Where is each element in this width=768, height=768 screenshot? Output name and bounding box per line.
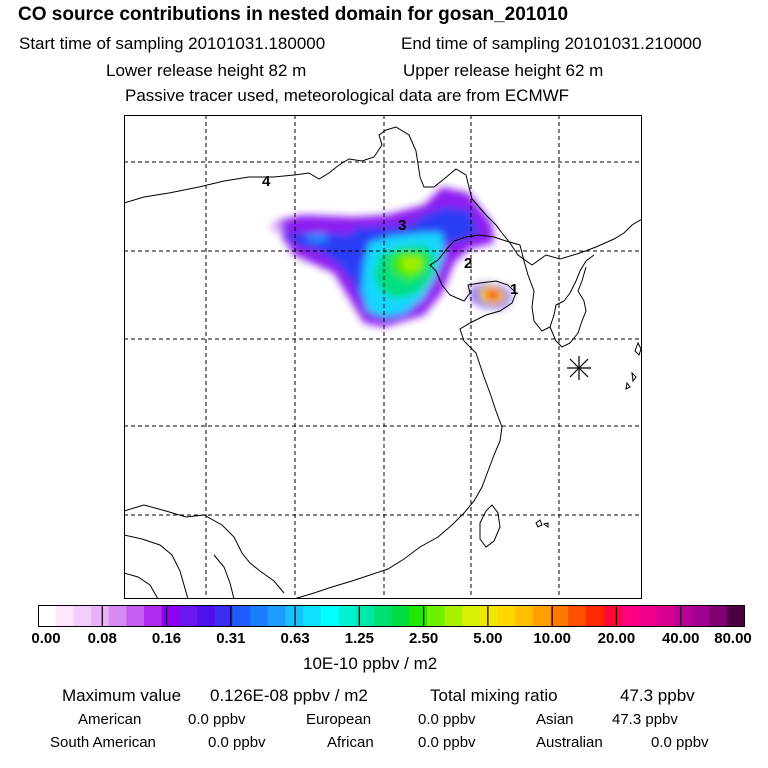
map-panel: 1 2 3 4 [124, 115, 642, 599]
colorbar-swatch [674, 605, 693, 627]
colorbar-swatch [515, 605, 534, 627]
colorbar-swatch [197, 605, 216, 627]
colorbar-swatch [232, 605, 251, 627]
colorbar-swatch [638, 605, 658, 627]
colorbar-swatch [373, 605, 392, 627]
region-south-american-name: South American [50, 734, 156, 751]
colorbar-swatch [426, 605, 445, 627]
colorbar-swatch [108, 605, 127, 627]
colorbar-swatch [91, 605, 110, 627]
colorbar-swatch [585, 605, 604, 627]
colorbar-frame [38, 605, 745, 627]
colorbar-swatch [356, 605, 375, 627]
map-frame [124, 115, 642, 599]
colorbar-swatch [250, 605, 269, 627]
colorbar-tick-label: 5.00 [473, 630, 503, 647]
gridlines [124, 115, 642, 599]
colorbar-swatch [320, 605, 339, 627]
map-label-2: 2 [464, 255, 472, 272]
colorbar-swatch [409, 605, 428, 627]
tracer-note: Passive tracer used, meteorological data… [125, 86, 570, 105]
colorbar-tick-label: 0.00 [31, 630, 61, 647]
colorbar-swatch [55, 605, 74, 627]
colorbar-swatch [568, 605, 587, 627]
map-label-4: 4 [262, 173, 271, 190]
colorbar-swatch [479, 605, 498, 627]
colorbar-swatch [532, 605, 551, 627]
region-european-value: 0.0 ppbv [418, 711, 476, 728]
colorbar-tick-label: 0.16 [151, 630, 182, 647]
colorbar-tick-label: 0.08 [87, 630, 117, 647]
region-australian-name: Australian [536, 734, 603, 751]
colorbar-swatch [338, 605, 357, 627]
colorbar-tick-label: 40.00 [661, 630, 700, 647]
region-african-value: 0.0 ppbv [418, 734, 476, 751]
map-label-3: 3 [398, 217, 406, 234]
colorbar-swatch [550, 605, 569, 627]
colorbar [38, 605, 745, 627]
upper-release-height: Upper release height 62 m [403, 61, 604, 80]
colorbar-tick-label: 2.50 [409, 630, 439, 647]
coastlines-and-borders [124, 126, 642, 599]
colorbar-swatch [161, 605, 180, 627]
region-asian-value: 47.3 ppbv [612, 711, 678, 728]
colorbar-swatch [285, 605, 304, 627]
colorbar-tick-label: 20.00 [597, 630, 636, 647]
region-african-name: African [327, 734, 374, 751]
map-label-1: 1 [510, 281, 518, 298]
colorbar-swatch [497, 605, 516, 627]
region-american-name: American [78, 711, 142, 728]
colorbar-swatch [267, 605, 286, 627]
receptor-marker-icon [567, 356, 591, 380]
max-value: 0.126E-08 ppbv / m2 [210, 686, 368, 705]
colorbar-tick-label: 10.00 [533, 630, 571, 647]
total-value: 47.3 ppbv [620, 686, 695, 705]
colorbar-tick-label: 80.00 [714, 630, 752, 647]
region-american-value: 0.0 ppbv [188, 711, 246, 728]
colorbar-swatch [603, 605, 622, 627]
colorbar-swatch [691, 605, 711, 627]
colorbar-tick-label: 0.63 [280, 630, 310, 647]
total-label: Total mixing ratio [430, 686, 558, 705]
colorbar-swatch [709, 605, 728, 627]
region-asian-name: Asian [536, 711, 574, 728]
colorbar-swatch [38, 605, 57, 627]
colorbar-tick-label: 1.25 [344, 630, 374, 647]
colorbar-units: 10E-10 ppbv / m2 [303, 654, 438, 673]
end-time: End time of sampling 20101031.210000 [401, 34, 702, 53]
region-south-american-value: 0.0 ppbv [208, 734, 266, 751]
max-label: Maximum value [62, 686, 182, 705]
colorbar-swatch [444, 605, 463, 627]
colorbar-tick-label: 0.31 [216, 630, 246, 647]
colorbar-swatch [303, 605, 322, 627]
colorbar-swatch [73, 605, 92, 627]
colorbar-swatch [656, 605, 675, 627]
region-european-name: European [306, 711, 372, 728]
plot-title: CO source contributions in nested domain… [18, 4, 569, 25]
colorbar-swatch [126, 605, 145, 627]
colorbar-swatch [462, 605, 481, 627]
colorbar-swatch [214, 605, 233, 627]
colorbar-swatch [144, 605, 163, 627]
concentration-plume [269, 187, 510, 327]
colorbar-swatch [391, 605, 410, 627]
start-time: Start time of sampling 20101031.180000 [19, 34, 326, 53]
region-australian-value: 0.0 ppbv [651, 734, 709, 751]
colorbar-swatch [727, 605, 745, 627]
colorbar-swatch [621, 605, 640, 627]
colorbar-swatch [179, 605, 198, 627]
lower-release-height: Lower release height 82 m [106, 61, 307, 80]
